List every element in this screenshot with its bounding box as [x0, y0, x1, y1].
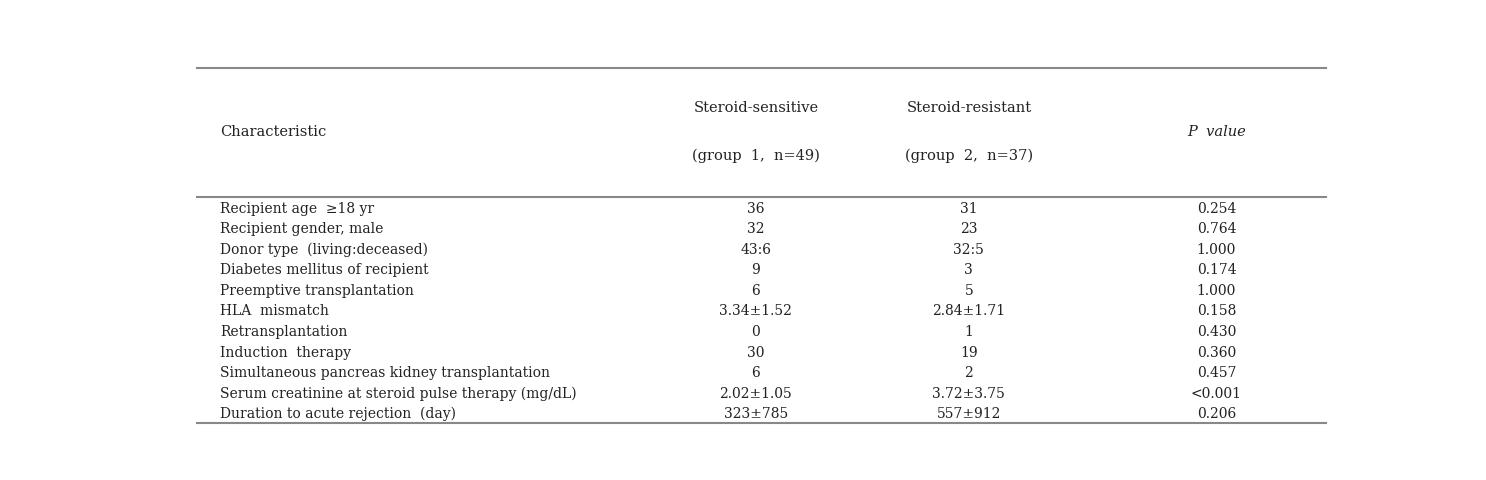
Text: Induction  therapy: Induction therapy	[220, 345, 351, 359]
Text: 0.158: 0.158	[1196, 304, 1236, 318]
Text: 9: 9	[752, 263, 761, 277]
Text: 323±785: 323±785	[724, 406, 788, 420]
Text: 43:6: 43:6	[740, 242, 771, 256]
Text: Diabetes mellitus of recipient: Diabetes mellitus of recipient	[220, 263, 429, 277]
Text: 3.72±3.75: 3.72±3.75	[932, 386, 1006, 400]
Text: 0.174: 0.174	[1196, 263, 1236, 277]
Text: <0.001: <0.001	[1190, 386, 1242, 400]
Text: (group  1,  n=49): (group 1, n=49)	[692, 148, 820, 163]
Text: Serum creatinine at steroid pulse therapy (mg/dL): Serum creatinine at steroid pulse therap…	[220, 385, 577, 400]
Text: 32:5: 32:5	[954, 242, 984, 256]
Text: Recipient gender, male: Recipient gender, male	[220, 222, 383, 236]
Text: 1.000: 1.000	[1196, 242, 1236, 256]
Text: Duration to acute rejection  (day): Duration to acute rejection (day)	[220, 406, 456, 420]
Text: Preemptive transplantation: Preemptive transplantation	[220, 283, 415, 297]
Text: 23: 23	[960, 222, 978, 236]
Text: 19: 19	[960, 345, 978, 359]
Text: 0.764: 0.764	[1196, 222, 1236, 236]
Text: 3.34±1.52: 3.34±1.52	[719, 304, 792, 318]
Text: HLA  mismatch: HLA mismatch	[220, 304, 330, 318]
Text: 0.254: 0.254	[1196, 201, 1236, 216]
Text: 1.000: 1.000	[1196, 283, 1236, 297]
Text: 30: 30	[747, 345, 765, 359]
Text: 6: 6	[752, 365, 761, 379]
Text: 0: 0	[752, 324, 761, 338]
Text: Donor type  (living:deceased): Donor type (living:deceased)	[220, 242, 428, 256]
Text: 6: 6	[752, 283, 761, 297]
Text: 0.206: 0.206	[1196, 406, 1236, 420]
Text: 0.360: 0.360	[1196, 345, 1236, 359]
Text: 2.84±1.71: 2.84±1.71	[932, 304, 1006, 318]
Text: Steroid-sensitive: Steroid-sensitive	[694, 100, 819, 115]
Text: 2: 2	[964, 365, 973, 379]
Text: 557±912: 557±912	[936, 406, 1002, 420]
Text: Simultaneous pancreas kidney transplantation: Simultaneous pancreas kidney transplanta…	[220, 365, 550, 379]
Text: P  value: P value	[1187, 124, 1245, 139]
Text: Recipient age  ≥18 yr: Recipient age ≥18 yr	[220, 201, 374, 216]
Text: 0.430: 0.430	[1196, 324, 1236, 338]
Text: 1: 1	[964, 324, 973, 338]
Text: Characteristic: Characteristic	[220, 124, 327, 139]
Text: 32: 32	[747, 222, 765, 236]
Text: 0.457: 0.457	[1196, 365, 1236, 379]
Text: Steroid-resistant: Steroid-resistant	[906, 100, 1031, 115]
Text: (group  2,  n=37): (group 2, n=37)	[905, 148, 1033, 163]
Text: Retransplantation: Retransplantation	[220, 324, 348, 338]
Text: 2.02±1.05: 2.02±1.05	[719, 386, 792, 400]
Text: 5: 5	[964, 283, 973, 297]
Text: 31: 31	[960, 201, 978, 216]
Text: 3: 3	[964, 263, 973, 277]
Text: 36: 36	[747, 201, 765, 216]
